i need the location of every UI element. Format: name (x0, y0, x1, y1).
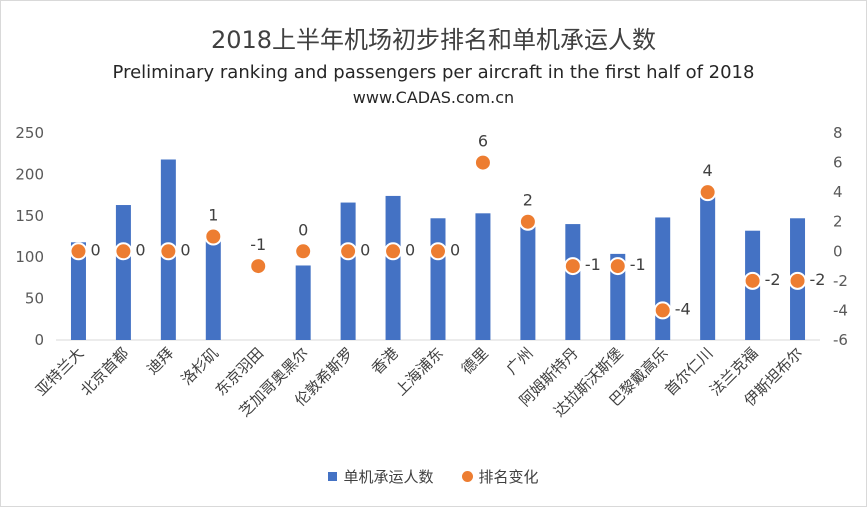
x-category-label: 首尔仁川 (661, 344, 716, 399)
rank-change-label: 2 (523, 191, 533, 210)
rank-change-label: 1 (208, 206, 218, 225)
rank-change-label: -2 (765, 270, 781, 289)
rank-change-label: 0 (450, 240, 460, 259)
rank-change-point (114, 242, 133, 261)
x-category-label: 上海浦东 (392, 344, 447, 399)
y-left-tick-label: 150 (15, 207, 44, 225)
rank-change-label: 0 (360, 240, 370, 259)
rank-change-label: -1 (630, 255, 646, 274)
rank-change-point (473, 153, 492, 172)
rank-change-point (563, 257, 582, 276)
legend-item-bars: 单机承运人数 (328, 466, 434, 487)
rank-change-point (384, 242, 403, 261)
y-right-tick-label: 8 (833, 124, 843, 142)
bar (295, 265, 311, 340)
bar (70, 242, 86, 340)
rank-change-point (249, 257, 268, 276)
rank-change-label: -4 (675, 299, 691, 318)
y-left-tick-label: 250 (15, 124, 44, 142)
y-right-tick-label: 4 (833, 183, 843, 201)
x-category-label: 广州 (503, 344, 537, 378)
rank-change-label: -2 (810, 270, 826, 289)
bar (610, 253, 626, 340)
rank-change-label: 0 (90, 240, 100, 259)
y-right-tick-label: 0 (833, 242, 843, 260)
x-category-label: 香港 (368, 344, 402, 378)
bar (655, 217, 671, 340)
chart-subtitle: Preliminary ranking and passengers per a… (112, 62, 755, 83)
rank-change-point (159, 242, 178, 261)
rank-change-label: -1 (250, 235, 266, 254)
x-category-label: 北京首都 (77, 344, 132, 399)
rank-change-point (653, 301, 672, 320)
bar (340, 202, 356, 340)
y-right-tick-label: -4 (833, 301, 848, 319)
x-category-label: 亚特兰大 (32, 344, 87, 399)
y-left-tick-label: 50 (25, 290, 44, 308)
bar (475, 213, 491, 340)
rank-change-label: 6 (478, 132, 488, 151)
y-left-tick-label: 0 (34, 331, 44, 349)
chart-legend: 单机承运人数 排名变化 (0, 466, 867, 487)
legend-item-dots: 排名变化 (461, 466, 539, 487)
legend-swatch-bar (328, 472, 338, 481)
bar (700, 195, 716, 340)
bar (520, 221, 536, 340)
rank-change-label: -1 (585, 255, 601, 274)
bar (385, 195, 401, 340)
y-left-tick-label: 200 (15, 165, 44, 183)
bar (430, 218, 446, 340)
legend-label-bars: 单机承运人数 (343, 468, 434, 486)
bar (205, 240, 221, 340)
rank-change-label: 4 (703, 161, 713, 180)
y-left-tick-label: 100 (15, 248, 44, 266)
rank-change-point (788, 271, 807, 290)
rank-change-point (608, 257, 627, 276)
y-right-tick-label: -2 (833, 272, 848, 290)
rank-change-point (698, 183, 717, 202)
rank-change-point (518, 212, 537, 231)
rank-change-label: 0 (405, 240, 415, 259)
bar (565, 224, 581, 340)
y-right-tick-label: 2 (833, 213, 843, 231)
y-right-tick-label: 6 (833, 154, 843, 172)
rank-change-point (204, 227, 223, 246)
rank-change-label: 0 (135, 240, 145, 259)
x-category-label: 迪拜 (143, 344, 177, 378)
legend-swatch-dot (461, 471, 473, 482)
rank-change-point (294, 242, 313, 261)
bar (115, 205, 131, 340)
x-category-label: 德里 (458, 344, 492, 378)
rank-change-point (339, 242, 358, 261)
y-right-tick-label: -6 (833, 331, 848, 349)
chart-title: 2018上半年机场初步排名和单机承运人数 (210, 26, 657, 54)
rank-change-point (69, 242, 88, 261)
chart-source: www.CADAS.com.cn (352, 88, 515, 107)
rank-change-point (743, 271, 762, 290)
legend-label-dots: 排名变化 (478, 468, 539, 486)
rank-change-label: 0 (180, 240, 190, 259)
rank-change-label: 0 (298, 220, 308, 239)
rank-change-point (429, 242, 447, 261)
